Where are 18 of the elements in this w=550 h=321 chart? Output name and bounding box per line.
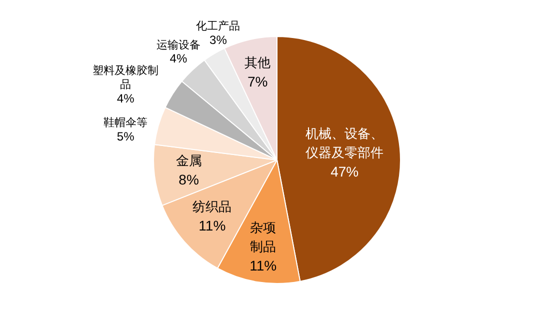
slice-label: 其他 bbox=[244, 56, 271, 72]
data-label: 11% bbox=[250, 258, 277, 274]
slice-label: 杂项制品 bbox=[250, 221, 276, 256]
slice-label: 机械、设备、仪器及零部件 bbox=[306, 126, 384, 161]
slice-label: 鞋帽伞等 bbox=[104, 116, 148, 129]
data-label: 3% bbox=[210, 32, 228, 47]
data-label: 5% bbox=[116, 129, 135, 144]
slice-label: 纺织品 bbox=[192, 200, 232, 216]
slice-label: 化工产品 bbox=[196, 19, 240, 32]
slice-label: 金属 bbox=[176, 154, 202, 170]
slice-label: 运输设备 bbox=[156, 38, 200, 52]
data-label: 47% bbox=[330, 163, 359, 180]
data-label: 4% bbox=[116, 92, 135, 106]
data-label: 7% bbox=[247, 74, 268, 90]
data-label: 8% bbox=[178, 172, 199, 188]
slice-label: 塑料及橡胶制品 bbox=[92, 64, 159, 92]
data-label: 4% bbox=[170, 52, 188, 66]
data-label: 11% bbox=[198, 218, 226, 234]
